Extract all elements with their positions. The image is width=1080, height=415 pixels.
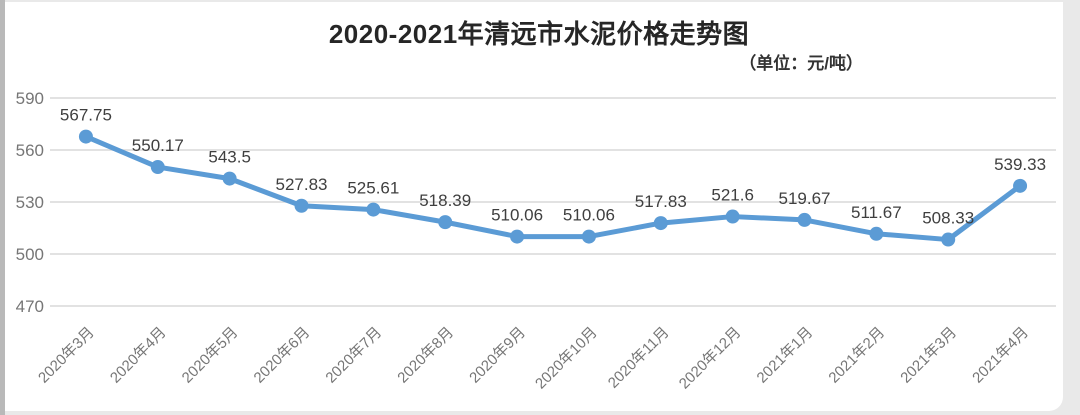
x-tick-label: 2021年3月: [897, 324, 960, 387]
data-point-label: 567.75: [60, 106, 112, 125]
y-tick-label: 560: [16, 141, 44, 160]
data-point: [653, 216, 668, 231]
data-point-label: 510.06: [491, 206, 543, 225]
data-point: [725, 209, 740, 224]
y-tick-label: 530: [16, 193, 44, 212]
y-tick-label: 590: [16, 89, 44, 108]
x-tick-label: 2020年6月: [251, 324, 314, 387]
chart-card: 2020-2021年清远市水泥价格走势图 （单位：元/吨）: [5, 2, 1063, 411]
chart-unit-label: （单位：元/吨）: [739, 54, 863, 73]
y-tick-label: 470: [16, 297, 44, 316]
data-point: [1013, 178, 1028, 193]
data-point: [294, 198, 309, 213]
data-point: [797, 212, 812, 227]
x-tick-label: 2020年12月: [676, 324, 745, 393]
data-point: [581, 229, 596, 244]
data-point-label: 527.83: [276, 175, 328, 194]
x-tick-label: 2020年8月: [394, 324, 457, 387]
data-point-label: 543.5: [208, 148, 251, 167]
x-tick-label: 2021年1月: [754, 324, 817, 387]
x-tick-label: 2021年2月: [825, 324, 888, 387]
x-tick-label: 2020年4月: [107, 324, 170, 387]
x-tick-label: 2020年5月: [179, 324, 242, 387]
data-point: [222, 171, 237, 186]
data-point-label: 508.33: [922, 209, 974, 228]
x-tick-label: 2021年4月: [969, 324, 1032, 387]
y-tick-label: 500: [16, 245, 44, 264]
data-point-label: 521.6: [711, 186, 754, 205]
x-tick-label: 2020年9月: [466, 324, 529, 387]
price-line: [83, 134, 1023, 243]
data-point-label: 510.06: [563, 206, 615, 225]
data-point: [78, 129, 93, 144]
x-tick-label: 2020年10月: [532, 324, 601, 393]
data-point-label: 517.83: [635, 192, 687, 211]
data-point-label: 525.61: [347, 179, 399, 198]
data-point-label: 511.67: [851, 203, 902, 222]
data-point: [150, 160, 165, 175]
data-point-label: 518.39: [419, 191, 471, 210]
data-point-label: 539.33: [994, 155, 1046, 174]
data-point-label: 550.17: [132, 136, 184, 155]
data-point-label: 519.67: [779, 189, 831, 208]
x-tick-label: 2020年7月: [322, 324, 385, 387]
data-point: [510, 229, 525, 244]
x-tick-label: 2020年11月: [605, 324, 673, 392]
data-point: [941, 232, 956, 247]
data-point: [869, 226, 884, 241]
chart-title: 2020-2021年清远市水泥价格走势图: [328, 19, 750, 49]
x-tick-label: 2020年3月: [35, 324, 98, 387]
data-point: [438, 215, 453, 230]
page-left-edge: [0, 0, 5, 415]
data-point: [366, 202, 381, 217]
